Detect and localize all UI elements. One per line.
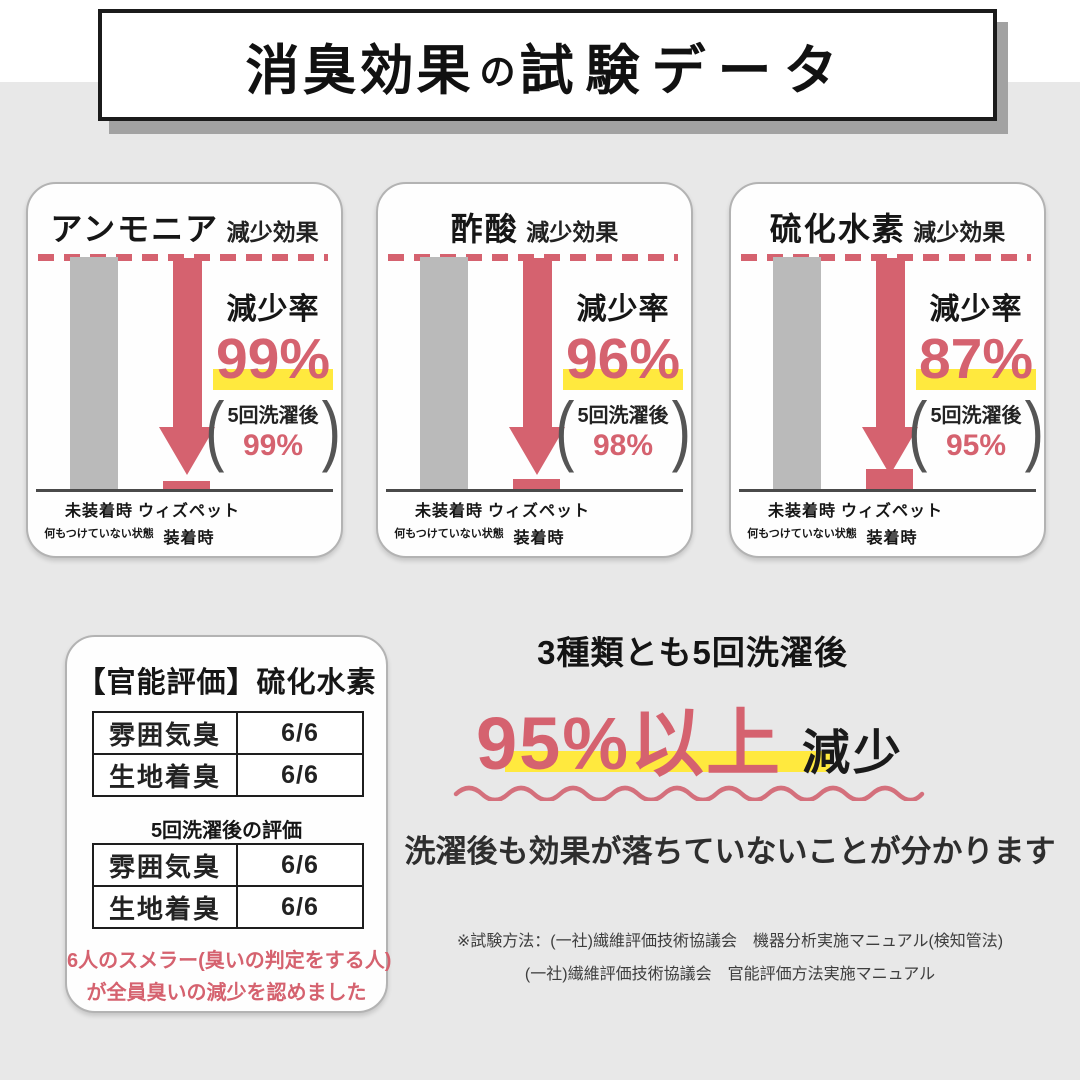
big-reduction-text: 減少 xyxy=(802,727,905,780)
card-title-suffix: 減少効果 xyxy=(913,219,1006,245)
page-title: 消臭効果 の 試験データ xyxy=(98,9,997,121)
row-label: 生地着臭 xyxy=(92,753,238,797)
washed-rate-group: ( 5回洗濯後 99% ) xyxy=(200,391,346,469)
dashed-baseline xyxy=(388,254,678,261)
x-label-treated: ウィズペット 装着時 xyxy=(137,503,240,547)
summary-heading: 3種類とも5回洗濯後 xyxy=(537,634,848,671)
card-title: 酢酸 減少効果 xyxy=(378,204,691,250)
title-part-1: 消臭効果 xyxy=(245,40,474,101)
dashed-baseline xyxy=(741,254,1031,261)
washed-label: 5回洗濯後 xyxy=(577,405,669,428)
footnote-line-1: ※試験方法：(一社)繊維評価技術協議会 機器分析実施マニュアル(検知管法) xyxy=(456,933,1004,950)
sensory-note: 6人のスメラー(臭いの判定をする人) が全員臭いの減少を認めました xyxy=(67,950,392,1005)
chart-card-ammonia: アンモニア 減少効果 減少率 99% ( 5回洗濯後 99% ) 未装着時 何も… xyxy=(26,182,343,558)
reduction-arrow-head-icon xyxy=(862,427,918,475)
treated-bar xyxy=(513,479,560,489)
title-part-2: 試験データ xyxy=(519,40,850,101)
row-label: 雰囲気臭 xyxy=(92,711,238,755)
table-row: 雰囲気臭 6/6 xyxy=(92,843,364,887)
sensory-table-initial: 雰囲気臭 6/6 生地着臭 6/6 xyxy=(92,711,364,797)
x-label-untreated: 未装着時 何もつけていない状態 xyxy=(394,503,504,540)
rate-stats: 減少率 96% ( 5回洗濯後 98% ) xyxy=(550,284,696,470)
substance-name: アンモニア xyxy=(50,211,220,247)
x-axis-line xyxy=(739,489,1036,492)
row-value: 6/6 xyxy=(236,711,364,755)
table-row: 雰囲気臭 6/6 xyxy=(92,711,364,755)
rate-stats: 減少率 99% ( 5回洗濯後 99% ) xyxy=(200,284,346,470)
summary-highlight: 95%以上 減少 xyxy=(400,684,980,791)
substance-name: 酢酸 xyxy=(450,211,519,247)
rate-label: 減少率 xyxy=(576,293,670,326)
rate-label: 減少率 xyxy=(929,293,1023,326)
sensory-eval-title: 【官能評価】硫化水素 xyxy=(76,667,377,699)
reduction-arrow-icon xyxy=(523,258,552,429)
wavy-underline-icon xyxy=(453,785,925,801)
dashed-baseline xyxy=(38,254,328,261)
rate-label: 減少率 xyxy=(226,293,320,326)
chart-card-acetic-acid: 酢酸 減少効果 減少率 96% ( 5回洗濯後 98% ) 未装着時 何もつけて… xyxy=(376,182,693,558)
card-title: アンモニア 減少効果 xyxy=(28,204,341,250)
untreated-bar xyxy=(773,257,821,489)
row-value: 6/6 xyxy=(236,753,364,797)
x-label-treated: ウィズペット 装着時 xyxy=(487,503,590,547)
x-label-treated: ウィズペット 装着時 xyxy=(840,503,943,547)
open-paren: ( xyxy=(908,386,928,475)
untreated-bar xyxy=(420,257,468,489)
test-method-footnote: ※試験方法：(一社)繊維評価技術協議会 機器分析実施マニュアル(検知管法) (一… xyxy=(430,926,1030,992)
sensory-eval-card: 【官能評価】硫化水素 雰囲気臭 6/6 生地着臭 6/6 5回洗濯後の評価 雰囲… xyxy=(65,635,392,1013)
close-paren: ) xyxy=(321,386,341,475)
big-percent-text: 95%以上 xyxy=(475,702,783,785)
reduction-arrow-icon xyxy=(876,258,905,429)
washed-table-caption: 5回洗濯後の評価 xyxy=(150,820,303,842)
close-paren: ) xyxy=(671,386,691,475)
untreated-bar xyxy=(70,257,118,489)
washed-rate-group: ( 5回洗濯後 95% ) xyxy=(903,391,1049,469)
card-title-suffix: 減少効果 xyxy=(226,219,319,245)
card-title: 硫化水素 減少効果 xyxy=(731,204,1044,250)
washed-value: 98% xyxy=(592,429,654,463)
treated-bar xyxy=(866,469,913,489)
washed-value: 99% xyxy=(242,429,304,463)
x-axis-line xyxy=(386,489,683,492)
table-row: 生地着臭 6/6 xyxy=(92,885,364,929)
row-value: 6/6 xyxy=(236,843,364,887)
table-row: 生地着臭 6/6 xyxy=(92,753,364,797)
washed-rate-group: ( 5回洗濯後 98% ) xyxy=(550,391,696,469)
yellow-highlight-bar xyxy=(505,751,830,772)
x-label-untreated: 未装着時 何もつけていない状態 xyxy=(747,503,857,540)
title-particle: の xyxy=(479,51,516,92)
x-label-untreated: 未装着時 何もつけていない状態 xyxy=(44,503,154,540)
sensory-table-washed: 雰囲気臭 6/6 生地着臭 6/6 xyxy=(92,843,364,929)
rate-value: 87% xyxy=(915,330,1037,391)
reduction-arrow-icon xyxy=(173,258,202,429)
close-paren: ) xyxy=(1024,386,1044,475)
row-value: 6/6 xyxy=(236,885,364,929)
washed-value: 95% xyxy=(945,429,1007,463)
washed-label: 5回洗濯後 xyxy=(930,405,1022,428)
summary-sentence: 洗濯後も効果が落ちていないことが分かります xyxy=(404,834,1056,869)
washed-label: 5回洗濯後 xyxy=(227,405,319,428)
rate-value: 96% xyxy=(562,330,684,391)
x-axis-line xyxy=(36,489,333,492)
rate-value: 99% xyxy=(212,330,334,391)
reduction-arrow-head-icon xyxy=(159,427,215,475)
card-title-suffix: 減少効果 xyxy=(526,219,619,245)
open-paren: ( xyxy=(205,386,225,475)
open-paren: ( xyxy=(555,386,575,475)
row-label: 雰囲気臭 xyxy=(92,843,238,887)
footnote-line-2: (一社)繊維評価技術協議会 官能評価方法実施マニュアル xyxy=(524,965,936,983)
row-label: 生地着臭 xyxy=(92,885,238,929)
treated-bar xyxy=(163,481,210,489)
chart-card-hydrogen-sulfide: 硫化水素 減少効果 減少率 87% ( 5回洗濯後 95% ) 未装着時 何もつ… xyxy=(729,182,1046,558)
substance-name: 硫化水素 xyxy=(769,211,906,247)
rate-stats: 減少率 87% ( 5回洗濯後 95% ) xyxy=(903,284,1049,470)
reduction-arrow-head-icon xyxy=(509,427,565,475)
